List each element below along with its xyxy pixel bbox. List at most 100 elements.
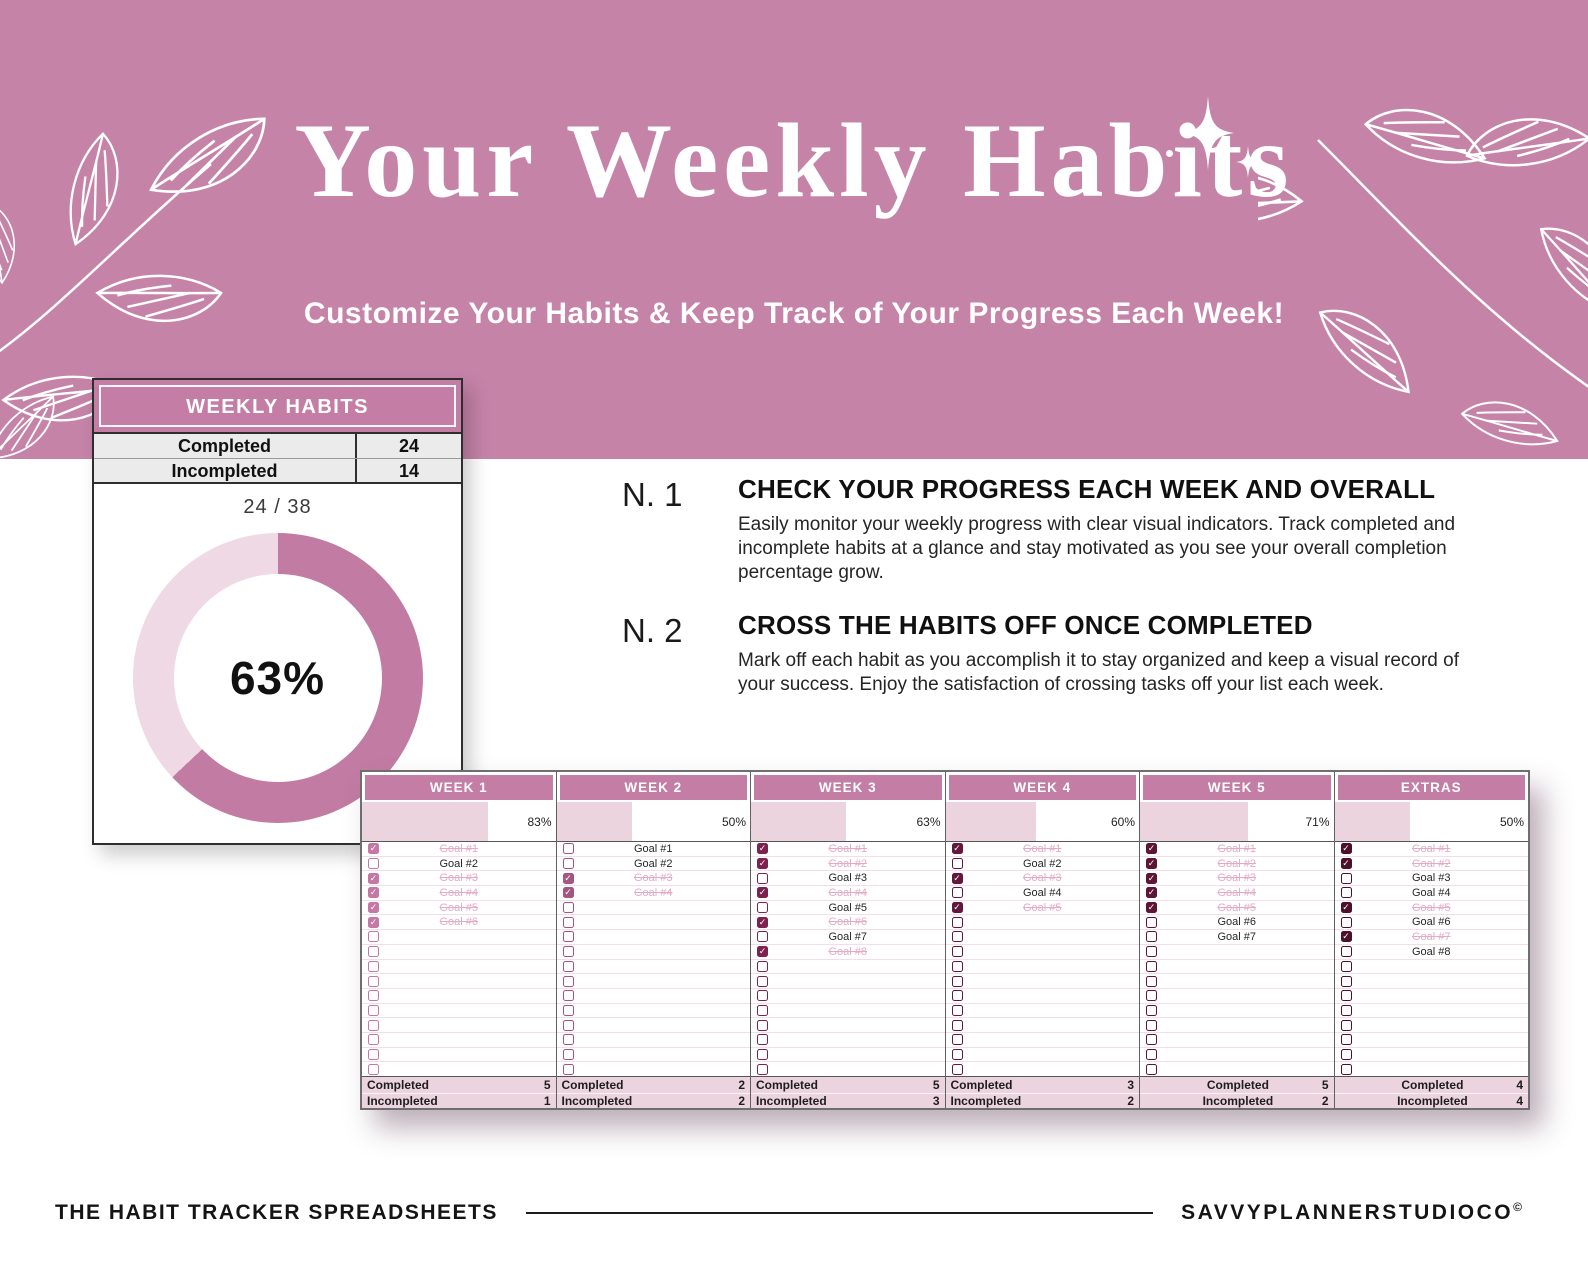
goal-checkbox[interactable]: ✓ xyxy=(757,843,768,855)
goal-checkbox[interactable] xyxy=(368,990,379,1002)
goal-label: Goal #5 xyxy=(439,901,479,914)
goal-checkbox[interactable] xyxy=(562,858,574,870)
goal-checkbox[interactable] xyxy=(368,858,379,870)
goal-checkbox[interactable] xyxy=(1340,946,1352,958)
goal-checkbox[interactable] xyxy=(757,1034,768,1046)
goal-checkbox[interactable] xyxy=(757,931,768,943)
goal-checkbox[interactable]: ✓ xyxy=(1146,858,1157,870)
goal-checkbox[interactable] xyxy=(562,1004,574,1016)
goal-checkbox[interactable]: ✓ xyxy=(1340,858,1352,870)
goal-checkbox[interactable]: ✓ xyxy=(368,872,379,884)
goal-checkbox[interactable] xyxy=(1146,1048,1157,1060)
goal-checkbox[interactable] xyxy=(1146,1063,1157,1075)
goal-checkbox[interactable]: ✓ xyxy=(1146,872,1157,884)
goal-checkbox[interactable]: ✓ xyxy=(1340,843,1352,855)
goal-checkbox[interactable]: ✓ xyxy=(951,843,963,855)
goal-checkbox[interactable] xyxy=(1146,990,1157,1002)
goal-checkbox[interactable]: ✓ xyxy=(368,916,379,928)
goal-checkbox[interactable] xyxy=(562,1019,574,1031)
goal-checkbox[interactable] xyxy=(1340,1063,1352,1075)
goal-checkbox[interactable] xyxy=(368,960,379,972)
goal-checkbox[interactable] xyxy=(368,1034,379,1046)
goal-checkbox[interactable]: ✓ xyxy=(1340,931,1352,943)
goal-checkbox[interactable] xyxy=(1340,1004,1352,1016)
goal-checkbox[interactable] xyxy=(757,1019,768,1031)
goal-checkbox[interactable] xyxy=(1340,960,1352,972)
goal-checkbox[interactable] xyxy=(757,872,768,884)
goal-checkbox[interactable] xyxy=(1340,990,1352,1002)
goal-checkbox[interactable] xyxy=(368,931,379,943)
goal-checkbox[interactable] xyxy=(562,902,574,914)
goal-checkbox[interactable]: ✓ xyxy=(1340,902,1352,914)
goal-checkbox[interactable] xyxy=(951,916,963,928)
incompleted-row: Incompleted 2 xyxy=(556,1092,750,1108)
goal-checkbox[interactable]: ✓ xyxy=(757,946,768,958)
goal-checkbox[interactable]: ✓ xyxy=(368,902,379,914)
goal-checkbox[interactable] xyxy=(368,1004,379,1016)
goal-checkbox[interactable] xyxy=(757,990,768,1002)
goal-checkbox[interactable] xyxy=(368,975,379,987)
goal-checkbox[interactable] xyxy=(368,1048,379,1060)
goal-checkbox[interactable] xyxy=(1146,1034,1157,1046)
goal-checkbox[interactable] xyxy=(951,1034,963,1046)
goal-checkbox[interactable]: ✓ xyxy=(368,843,379,855)
goal-checkbox[interactable] xyxy=(562,843,574,855)
goal-checkbox[interactable] xyxy=(562,975,574,987)
goal-checkbox[interactable] xyxy=(1146,1004,1157,1016)
goal-checkbox[interactable] xyxy=(951,946,963,958)
goal-checkbox[interactable] xyxy=(757,1048,768,1060)
goal-checkbox[interactable] xyxy=(562,931,574,943)
goal-checkbox[interactable]: ✓ xyxy=(757,916,768,928)
goal-checkbox[interactable]: ✓ xyxy=(1146,887,1157,899)
goal-checkbox[interactable] xyxy=(368,1019,379,1031)
goal-checkbox[interactable] xyxy=(1146,931,1157,943)
goal-checkbox[interactable] xyxy=(1340,1034,1352,1046)
goal-checkbox[interactable]: ✓ xyxy=(562,887,574,899)
goal-checkbox[interactable] xyxy=(1340,916,1352,928)
goal-checkbox[interactable] xyxy=(951,887,963,899)
goal-row: ✓ Goal #7 xyxy=(1334,930,1528,945)
goal-checkbox[interactable] xyxy=(1340,1048,1352,1060)
goal-checkbox[interactable] xyxy=(757,902,768,914)
goal-checkbox[interactable] xyxy=(757,960,768,972)
goal-checkbox[interactable] xyxy=(562,1034,574,1046)
goal-checkbox[interactable] xyxy=(951,931,963,943)
goal-checkbox[interactable] xyxy=(562,1063,574,1075)
goal-checkbox[interactable] xyxy=(562,990,574,1002)
goal-checkbox[interactable] xyxy=(951,1048,963,1060)
goal-checkbox[interactable] xyxy=(562,960,574,972)
goal-checkbox[interactable] xyxy=(562,1048,574,1060)
goal-checkbox[interactable] xyxy=(951,1063,963,1075)
goal-checkbox[interactable] xyxy=(757,1004,768,1016)
goal-checkbox[interactable]: ✓ xyxy=(757,887,768,899)
goal-checkbox[interactable]: ✓ xyxy=(951,872,963,884)
goal-checkbox[interactable] xyxy=(1146,946,1157,958)
goal-checkbox[interactable] xyxy=(562,946,574,958)
goal-checkbox[interactable] xyxy=(1340,1019,1352,1031)
goal-checkbox[interactable] xyxy=(757,1063,768,1075)
goal-checkbox[interactable] xyxy=(951,1019,963,1031)
goal-checkbox[interactable] xyxy=(1146,1019,1157,1031)
goal-checkbox[interactable] xyxy=(951,990,963,1002)
goal-checkbox[interactable] xyxy=(951,858,963,870)
goal-checkbox[interactable] xyxy=(951,975,963,987)
goal-checkbox[interactable] xyxy=(562,916,574,928)
goal-checkbox[interactable] xyxy=(1340,872,1352,884)
goal-checkbox[interactable]: ✓ xyxy=(1146,902,1157,914)
goal-checkbox[interactable] xyxy=(368,1063,379,1075)
goal-checkbox[interactable]: ✓ xyxy=(951,902,963,914)
goal-checkbox[interactable] xyxy=(1340,887,1352,899)
goal-checkbox[interactable]: ✓ xyxy=(1146,843,1157,855)
goal-checkbox[interactable] xyxy=(1146,916,1157,928)
goal-checkbox[interactable] xyxy=(1146,975,1157,987)
goal-checkbox[interactable]: ✓ xyxy=(368,887,379,899)
goal-checkbox[interactable] xyxy=(1340,975,1352,987)
goal-checkbox[interactable] xyxy=(951,960,963,972)
goal-checkbox[interactable] xyxy=(951,1004,963,1016)
goal-label: Goal #6 xyxy=(1411,916,1451,929)
goal-checkbox[interactable] xyxy=(368,946,379,958)
goal-checkbox[interactable] xyxy=(1146,960,1157,972)
goal-checkbox[interactable] xyxy=(757,975,768,987)
goal-checkbox[interactable]: ✓ xyxy=(757,858,768,870)
goal-checkbox[interactable]: ✓ xyxy=(562,872,574,884)
